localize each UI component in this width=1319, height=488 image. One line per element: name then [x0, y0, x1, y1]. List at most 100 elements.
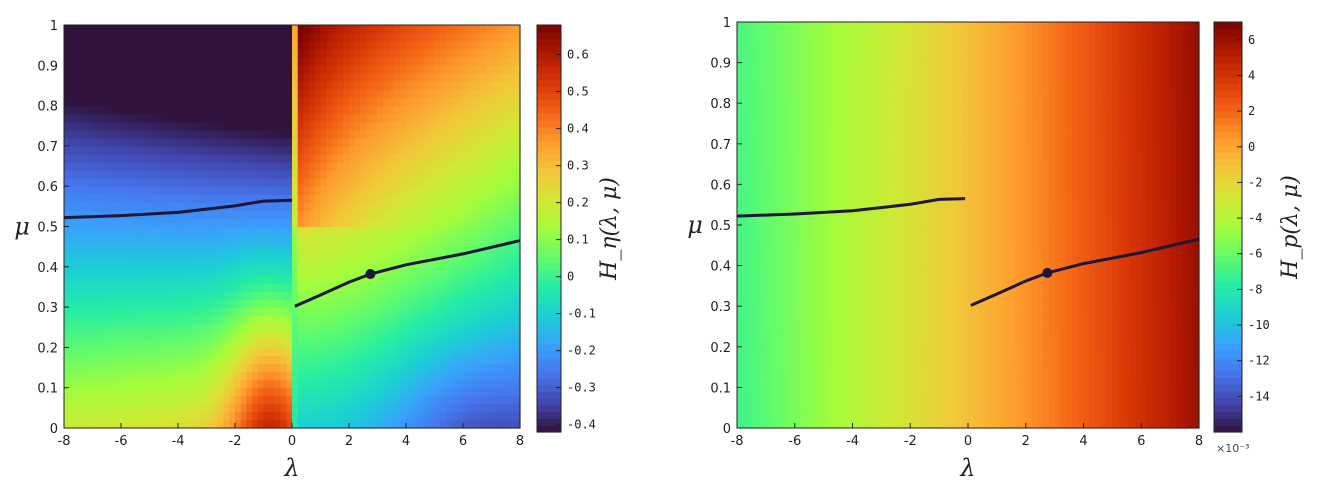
heatmap-cell [468, 57, 475, 66]
heatmap-cell [406, 299, 413, 308]
heatmap-cell [223, 89, 230, 99]
heatmap-cell [748, 346, 755, 356]
heatmap-cell [195, 266, 202, 276]
heatmap-cell [269, 121, 276, 131]
heatmap-cell [166, 347, 173, 357]
heatmap-cell [411, 170, 418, 179]
heatmap-cell [457, 315, 464, 324]
heatmap-cell [149, 25, 156, 34]
heatmap-cell [742, 216, 750, 226]
heatmap-cell [132, 282, 139, 292]
heatmap-cell [502, 178, 510, 187]
heatmap-cell [451, 395, 458, 405]
heatmap-cell [783, 38, 790, 47]
heatmap-cell [132, 218, 139, 228]
heatmap-cell [428, 202, 436, 211]
heatmap-cell [138, 347, 145, 357]
heatmap-cell [794, 46, 802, 56]
heatmap-cell [126, 323, 133, 332]
heatmap-cell [143, 194, 151, 203]
heatmap-cell [269, 347, 276, 357]
heatmap-cell [423, 153, 430, 163]
heatmap-cell [132, 250, 139, 260]
heatmap-cell [326, 258, 333, 268]
heatmap-cell [269, 363, 276, 373]
heatmap-cell [754, 111, 761, 121]
heatmap-cell [748, 176, 755, 185]
heatmap-cell [349, 33, 356, 42]
heatmap-cell [400, 186, 407, 195]
heatmap-cell [737, 225, 744, 234]
heatmap-cell [377, 282, 384, 292]
heatmap-cell [274, 250, 282, 260]
heatmap-cell [263, 145, 270, 155]
heatmap-cell [155, 194, 162, 203]
heatmap-cell [783, 298, 790, 307]
heatmap-cell [292, 347, 299, 357]
heatmap-cell [440, 89, 447, 99]
heatmap-cell [502, 57, 510, 66]
heatmap-cell [235, 113, 242, 123]
heatmap-cell [463, 411, 470, 421]
heatmap-cell [195, 153, 202, 163]
heatmap-cell [457, 194, 464, 203]
heatmap-cell [794, 346, 802, 356]
heatmap-cell [132, 178, 139, 187]
heatmap-cell [760, 143, 767, 153]
heatmap-cell [502, 323, 510, 332]
heatmap-cell [502, 347, 510, 357]
heatmap-cell [377, 250, 384, 260]
heatmap-cell [337, 331, 344, 340]
heatmap-cell [103, 194, 111, 203]
heatmap-cell [463, 323, 470, 332]
heatmap-cell [263, 226, 270, 236]
heatmap-cell [86, 49, 94, 58]
heatmap-cell [497, 57, 504, 66]
heatmap-cell [126, 89, 133, 99]
heatmap-cell [434, 371, 441, 381]
colorbar-segment [537, 92, 561, 101]
heatmap-cell [360, 387, 367, 397]
heatmap-cell [777, 176, 784, 185]
heatmap-cell [748, 127, 755, 137]
heatmap-cell [737, 86, 744, 96]
heatmap-cell [777, 379, 784, 388]
heatmap-cell [760, 289, 767, 299]
heatmap-cell [252, 242, 259, 252]
heatmap-cell [143, 347, 151, 357]
heatmap-cell [229, 339, 236, 348]
heatmap-cell [371, 379, 379, 389]
heatmap-cell [817, 233, 825, 242]
heatmap-cell [286, 371, 293, 381]
heatmap-cell [314, 49, 322, 58]
heatmap-cell [235, 331, 242, 340]
heatmap-cell [400, 274, 407, 284]
heatmap-cell [121, 387, 128, 397]
heatmap-cell [463, 355, 470, 365]
left-panel-hEta: -8 -6 -4 -2 0 2 4 6 800.10.20.30.40.50.60.70.80.… [14, 19, 622, 482]
heatmap-cell [166, 97, 173, 107]
heatmap-cell [303, 258, 310, 268]
heatmap-cell [98, 234, 105, 244]
heatmap-cell [463, 395, 470, 405]
heatmap-cell [794, 200, 802, 210]
heatmap-cell [149, 129, 156, 139]
heatmap-cell [292, 121, 299, 131]
heatmap-cell [149, 218, 156, 228]
heatmap-cell [109, 41, 116, 50]
heatmap-cell [92, 202, 99, 211]
heatmap-cell [115, 226, 122, 236]
heatmap-cell [765, 346, 773, 356]
heatmap-cell [765, 62, 773, 72]
heatmap-cell [143, 73, 151, 83]
heatmap-cell [474, 153, 481, 163]
heatmap-cell [337, 234, 344, 244]
heatmap-cell [491, 371, 498, 381]
colorbar-frame [536, 24, 562, 433]
heatmap-cell [121, 355, 128, 365]
heatmap-cell [103, 186, 111, 195]
heatmap-cell [445, 226, 453, 236]
heatmap-cell [771, 346, 779, 356]
heatmap-cell [377, 202, 384, 211]
x-tick-label: -6 [115, 434, 128, 449]
